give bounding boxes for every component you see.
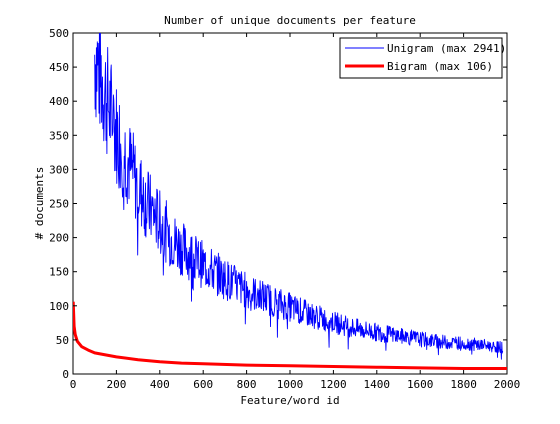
y-tick-label: 500 [49,27,69,40]
chart-title: Number of unique documents per feature [164,14,416,27]
x-tick-label: 1000 [277,378,304,391]
y-tick-label: 200 [49,232,69,245]
x-tick-label: 600 [193,378,213,391]
y-tick-label: 0 [62,368,69,381]
x-tick-label: 400 [150,378,170,391]
x-tick-label: 800 [237,378,257,391]
plot-area: 0 200 400 600 800 1000 1200 1400 1600 1800 2000 0 50… [49,27,521,391]
y-tick-label: 450 [49,61,69,74]
y-tick-label: 150 [49,266,69,279]
series-line-bigram [73,301,507,370]
x-tick-label: 200 [106,378,126,391]
y-tick-label: 50 [56,334,69,347]
x-tick-label: 1600 [407,378,434,391]
series-line-unigram [94,33,504,360]
legend-label-bigram: Bigram (max 106) [387,60,493,73]
x-tick-label: 1200 [320,378,347,391]
x-tick-label: 2000 [494,378,521,391]
legend-box [339,37,503,79]
legend-label-unigram: Unigram (max 2941) [387,42,506,55]
x-tick-label: 1400 [364,378,391,391]
x-axis-label: Feature/word id [240,394,339,407]
x-tick-label: 1800 [450,378,477,391]
y-axis-label: # documents [33,167,46,240]
y-tick-label: 100 [49,300,69,313]
legend: Unigram (max 2941) Bigram (max 106) [339,37,506,79]
y-tick-label: 250 [49,198,69,211]
y-tick-label: 400 [49,95,69,108]
plot-frame [72,32,508,375]
y-tick-label: 350 [49,129,69,142]
x-tick-label: 0 [70,378,77,391]
y-tick-label: 300 [49,163,69,176]
